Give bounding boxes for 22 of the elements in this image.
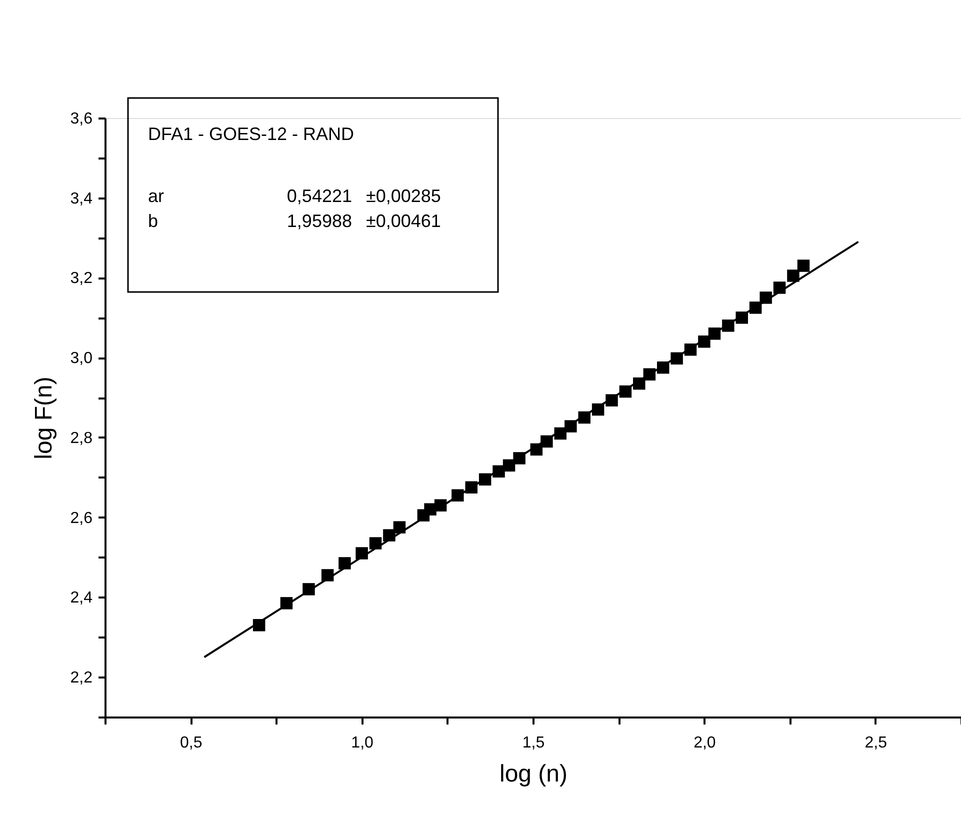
y-tick-label: 2,6 (70, 510, 93, 527)
x-axis-title: log (n) (499, 760, 568, 788)
point (787, 270, 800, 282)
x-tick-label: 0,5 (180, 734, 202, 752)
point (393, 521, 406, 534)
text: b 1,95988 ±0,00461 (148, 211, 441, 231)
y-tick-label: 2,4 (70, 590, 93, 607)
x-tick-label: 2,5 (864, 734, 888, 752)
y-tick-label: 3,4 (70, 190, 93, 208)
annotation: DFA1 - GOES-12 - RAND (148, 124, 354, 144)
x-tick-label: 2,0 (694, 734, 716, 752)
y-tick-label: 2,8 (70, 430, 93, 447)
x-tick-label: 1,0 (351, 734, 374, 752)
y-tick-label: 3,0 (70, 350, 93, 368)
text: ar 0,54221 ±0,00285 (148, 186, 441, 206)
y-axis-title: log F(n) (30, 376, 58, 460)
y-tick-label: 3,6 (70, 110, 93, 128)
x-tick-label: 1,5 (522, 734, 545, 752)
y-tick-label: 2,2 (70, 670, 93, 687)
point (338, 557, 351, 570)
y-tick-label: 3,2 (70, 270, 93, 288)
point (797, 260, 810, 272)
